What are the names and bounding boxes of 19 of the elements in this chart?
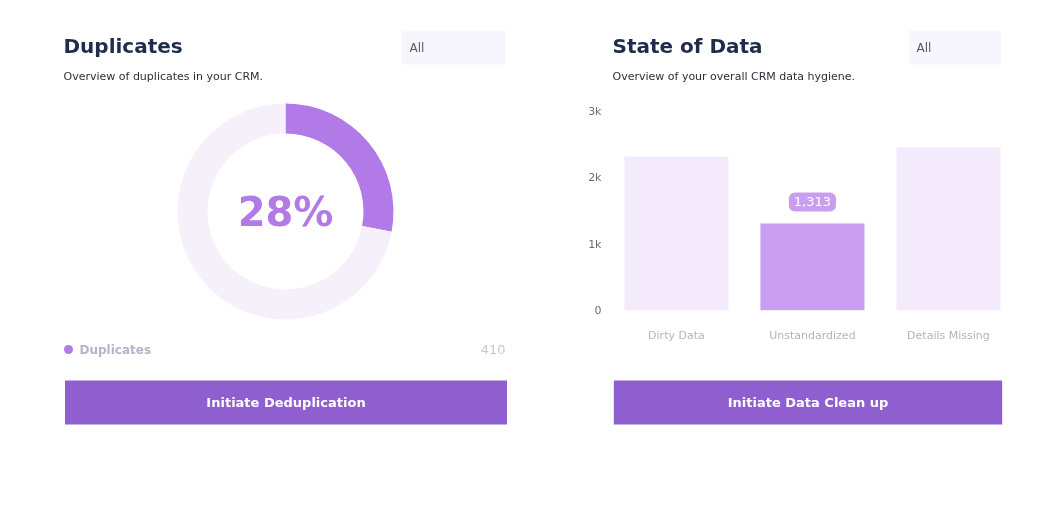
y-tick-label: 3k: [588, 105, 603, 118]
y-tick-label: 1k: [588, 237, 603, 251]
chart-title: State of Data: [612, 33, 763, 58]
chart-title: Duplicates: [63, 33, 183, 58]
chart-subtitle: Overview of duplicates in your CRM.: [63, 70, 264, 83]
bar: [760, 223, 865, 311]
x-tick-label: Details Missing: [907, 328, 990, 342]
legend-label: Duplicates: [79, 342, 152, 357]
y-tick-label: 2k: [588, 171, 603, 185]
text: 28%: [237, 188, 334, 235]
text: All: [409, 40, 425, 55]
chart-subtitle: Overview of your overall CRM data hygiene.: [612, 70, 856, 83]
text: Initiate Deduplication: [206, 395, 366, 410]
x-tick-label: Unstandardized: [769, 328, 856, 342]
data-label: 1,313: [793, 194, 832, 210]
text: Initiate Data Clean up: [727, 395, 889, 410]
y-tick-label: 0: [594, 304, 602, 317]
text: All: [916, 40, 932, 55]
x-tick-label: Dirty Data: [648, 328, 705, 342]
